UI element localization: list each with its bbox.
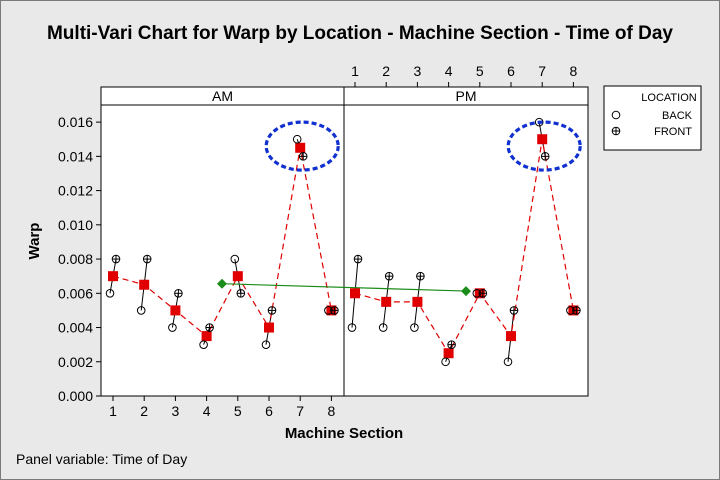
x-tick-label: 3	[172, 403, 180, 419]
section-mean-marker	[170, 305, 181, 316]
section-mean-marker	[108, 271, 118, 282]
panel-am	[100, 104, 345, 397]
x-tick-label-top: 7	[538, 63, 546, 79]
back-point	[230, 254, 240, 264]
back-point	[534, 117, 544, 127]
x-tick-label: 7	[296, 403, 304, 419]
section-mean-marker	[537, 134, 548, 145]
y-tick-label: 0.000	[58, 388, 93, 404]
chart-title: Multi-Vari Chart for Warp by Location - …	[46, 23, 674, 44]
section-mean-marker	[443, 348, 454, 359]
section-mean-marker	[201, 331, 212, 342]
y-tick-label: 0.012	[58, 183, 93, 199]
back-point	[168, 323, 177, 332]
legend-entry-front: FRONT	[654, 126, 692, 138]
back-point	[199, 340, 208, 349]
section-mean-marker	[506, 331, 516, 342]
y-axis-title: Warp	[26, 223, 43, 260]
section-mean-marker	[381, 296, 392, 307]
back-point	[136, 306, 146, 315]
back-point	[441, 357, 450, 367]
y-tick-label: 0.002	[58, 354, 93, 370]
panel-backgrounds: AM PM	[100, 86, 589, 397]
panel-label-am: AM	[212, 88, 233, 104]
section-mean-line-pm	[354, 139, 574, 355]
section-mean-marker	[264, 322, 274, 333]
panel-mean-line	[221, 283, 467, 292]
y-tick-label: 0.014	[58, 148, 93, 164]
section-mean-marker	[232, 271, 243, 282]
section-mean-marker	[350, 288, 360, 299]
x-tick-label: 2	[140, 403, 148, 419]
y-tick-label: 0.016	[58, 114, 93, 130]
x-tick-label: 8	[328, 403, 336, 419]
highlight-ellipse	[264, 120, 340, 172]
chart-marks	[105, 117, 582, 367]
back-point	[503, 357, 513, 367]
x-tick-label: 1	[109, 403, 117, 419]
panel-pm	[343, 104, 589, 397]
y-tick-label: 0.008	[58, 251, 93, 267]
x-tick-label: 4	[203, 403, 211, 419]
highlight-ellipse	[506, 120, 582, 172]
back-point	[261, 340, 271, 349]
section-mean-marker	[412, 296, 423, 307]
panel-mean-marker	[461, 286, 471, 297]
x-tick-label-top: 4	[445, 63, 453, 79]
panel-strip-pm	[343, 86, 589, 106]
axes: 0.000 0.002 0.004 0.006 0.008 0.010 0.012 0.014…	[58, 63, 578, 419]
x-tick-label: 6	[265, 403, 273, 419]
x-tick-label-top: 8	[570, 63, 578, 79]
panel-mean-marker	[217, 278, 227, 289]
y-tick-label: 0.006	[58, 285, 93, 301]
back-point	[378, 323, 388, 332]
section-mean-marker	[139, 279, 150, 290]
panel-variable-note: Panel variable: Time of Day	[16, 451, 188, 467]
back-point	[105, 288, 115, 298]
legend-back-marker	[611, 110, 621, 120]
section-mean-marker	[295, 142, 306, 153]
x-axis-title: Machine Section	[285, 425, 403, 442]
back-point	[292, 134, 302, 144]
x-tick-label: 5	[234, 403, 242, 419]
x-tick-label-top: 3	[414, 63, 422, 79]
y-tick-label: 0.004	[58, 320, 93, 336]
panel-label-pm: PM	[456, 88, 477, 104]
x-tick-label-top: 2	[382, 63, 390, 79]
legend-entry-back: BACK	[662, 110, 693, 122]
legend: LOCATION BACK FRONT	[603, 85, 702, 151]
back-point	[410, 323, 419, 332]
legend-title: LOCATION	[641, 92, 696, 104]
x-tick-label-top: 6	[507, 63, 515, 79]
back-point	[347, 323, 357, 332]
x-tick-label-top: 1	[351, 63, 359, 79]
legend-box	[603, 85, 702, 151]
x-tick-label-top: 5	[476, 63, 484, 79]
section-mean-line-am	[112, 147, 332, 338]
y-tick-label: 0.010	[58, 217, 93, 233]
